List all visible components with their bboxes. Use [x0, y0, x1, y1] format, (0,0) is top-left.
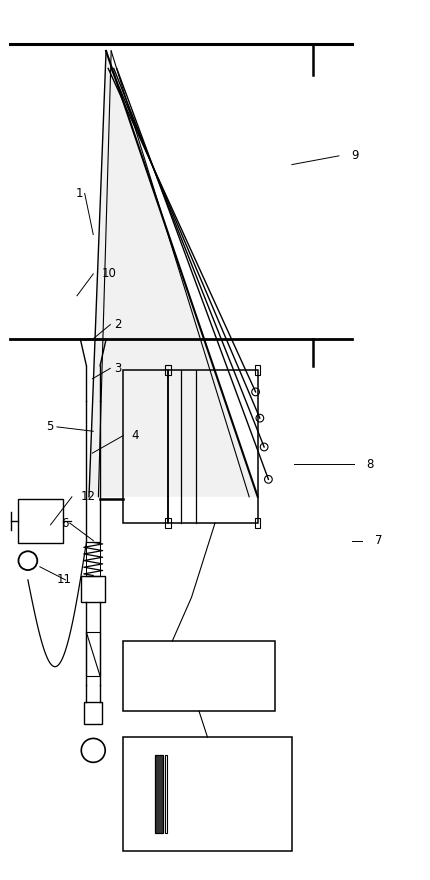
Bar — [255, 365, 260, 375]
Bar — [18, 499, 63, 543]
Bar — [168, 370, 258, 523]
Text: 11: 11 — [57, 574, 72, 586]
Text: 3: 3 — [115, 362, 122, 375]
Bar — [86, 633, 100, 676]
Text: 12: 12 — [80, 490, 95, 503]
Bar — [84, 702, 102, 724]
Bar — [81, 576, 105, 602]
Text: 5: 5 — [46, 421, 54, 433]
Text: 4: 4 — [132, 429, 139, 442]
Text: 8: 8 — [367, 458, 374, 471]
Text: 9: 9 — [352, 150, 359, 162]
Polygon shape — [89, 51, 258, 497]
Text: 2: 2 — [115, 318, 122, 331]
Bar — [255, 517, 260, 528]
Text: 6: 6 — [61, 517, 69, 530]
Bar — [123, 642, 275, 711]
Bar — [123, 370, 168, 523]
Bar — [123, 737, 292, 851]
Bar — [165, 755, 167, 833]
Bar — [155, 755, 163, 833]
Bar — [166, 365, 171, 375]
Bar — [166, 517, 171, 528]
Text: 7: 7 — [375, 534, 383, 547]
Text: 1: 1 — [76, 187, 84, 200]
Text: 10: 10 — [102, 268, 117, 281]
